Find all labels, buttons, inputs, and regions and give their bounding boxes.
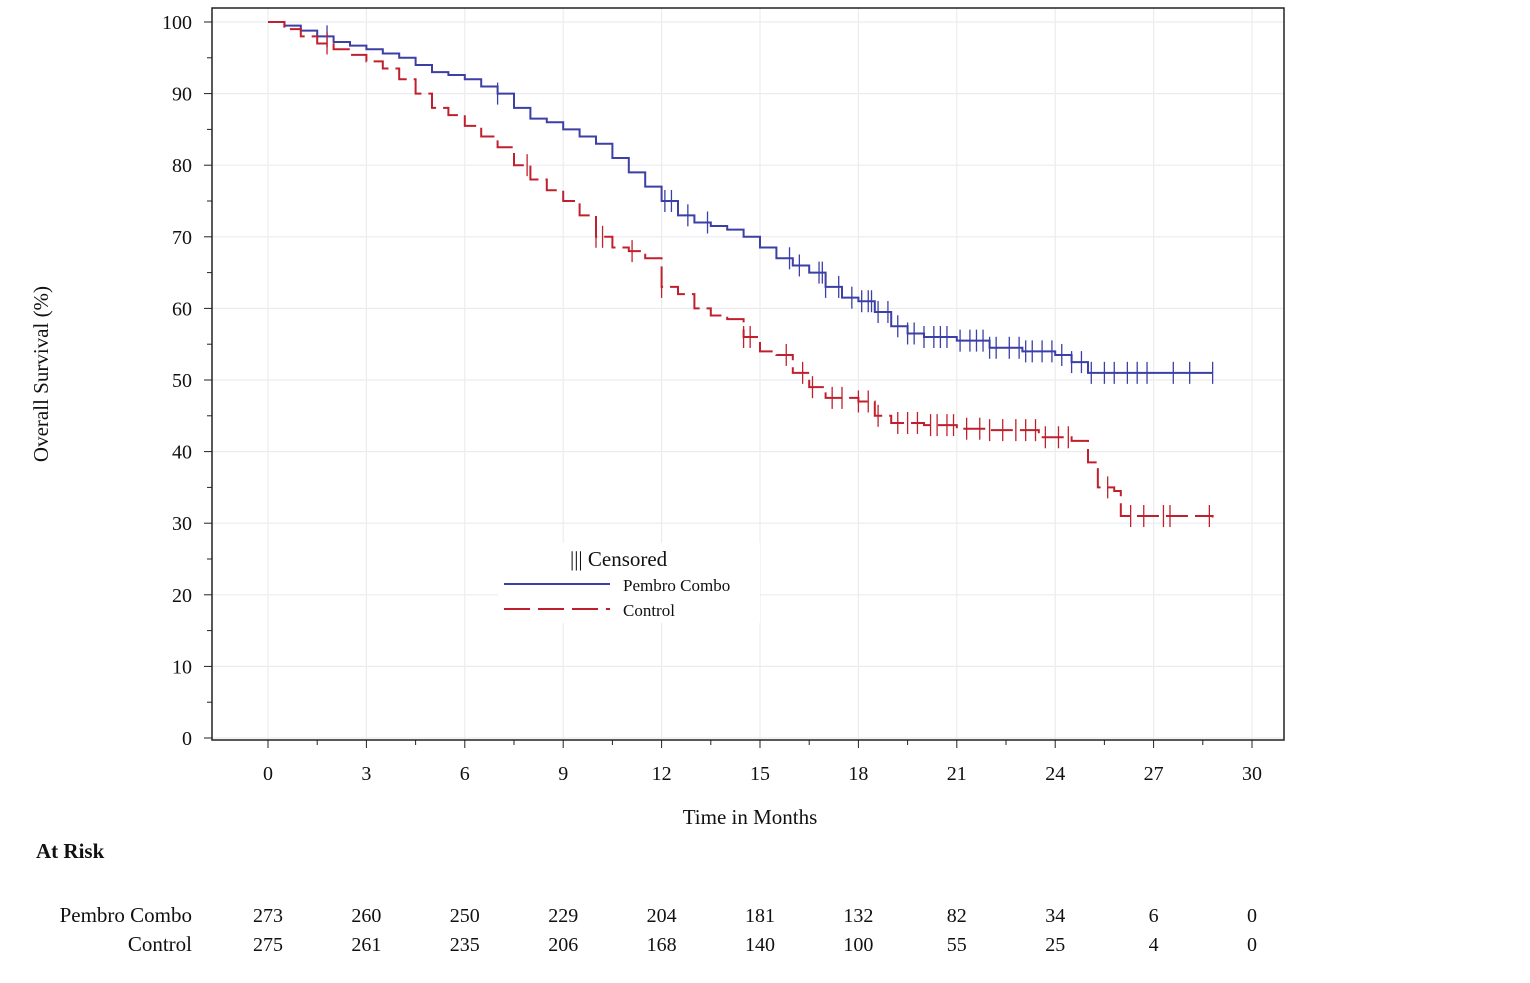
x-tick-label: 15 bbox=[750, 763, 770, 785]
y-tick-label: 40 bbox=[172, 442, 192, 464]
y-tick-label: 20 bbox=[172, 585, 192, 607]
legend: ||| Censored Pembro Combo Control bbox=[498, 543, 760, 623]
y-tick-label: 100 bbox=[162, 12, 192, 34]
y-tick-label: 50 bbox=[172, 370, 192, 392]
x-tick-label: 12 bbox=[652, 763, 672, 785]
at-risk-value: 235 bbox=[450, 934, 480, 956]
x-tick-label: 24 bbox=[1045, 763, 1065, 785]
x-tick-label: 0 bbox=[263, 763, 273, 785]
legend-censored: ||| Censored bbox=[570, 547, 668, 571]
y-tick-label: 30 bbox=[172, 513, 192, 535]
y-tick-label: 60 bbox=[172, 298, 192, 320]
y-tick-label: 90 bbox=[172, 84, 192, 106]
legend-label-control: Control bbox=[623, 601, 675, 620]
y-tick-label: 70 bbox=[172, 227, 192, 249]
x-tick-label: 9 bbox=[558, 763, 568, 785]
y-axis-label: Overall Survival (%) bbox=[29, 286, 53, 462]
at-risk-value: 55 bbox=[947, 934, 967, 956]
at-risk-value: 4 bbox=[1149, 934, 1159, 956]
at-risk-value: 140 bbox=[745, 934, 775, 956]
at-risk-row-label-pembro: Pembro Combo bbox=[60, 903, 192, 927]
at-risk-value: 132 bbox=[843, 905, 873, 927]
at-risk-title: At Risk bbox=[36, 839, 105, 863]
y-tick-label: 10 bbox=[172, 656, 192, 678]
at-risk-value: 100 bbox=[843, 934, 873, 956]
x-tick-label: 18 bbox=[848, 763, 868, 785]
at-risk-value: 6 bbox=[1149, 905, 1159, 927]
survival-curve-control bbox=[268, 21, 1214, 518]
at-risk-value: 0 bbox=[1247, 905, 1257, 927]
grid bbox=[212, 8, 1284, 740]
at-risk-value: 273 bbox=[253, 905, 283, 927]
at-risk-value: 229 bbox=[548, 905, 578, 927]
at-risk-value: 34 bbox=[1045, 905, 1065, 927]
y-tick-label: 80 bbox=[172, 155, 192, 177]
at-risk-value: 206 bbox=[548, 934, 578, 956]
x-tick-label: 6 bbox=[460, 763, 470, 785]
x-tick-label: 30 bbox=[1242, 763, 1262, 785]
at-risk-value: 82 bbox=[947, 905, 967, 927]
at-risk-value: 25 bbox=[1045, 934, 1065, 956]
x-tick-label: 3 bbox=[361, 763, 371, 785]
at-risk-value: 0 bbox=[1247, 934, 1257, 956]
at-risk-value: 168 bbox=[647, 934, 677, 956]
x-axis-label: Time in Months bbox=[683, 805, 818, 829]
survival-curve-pembro-combo bbox=[268, 21, 1213, 374]
x-tick-label: 21 bbox=[947, 763, 967, 785]
axes: 0 3 6 9 12 15 18 21 24 27 30 0 10 20 30 40 50 60 70 80 90 100 bbox=[162, 12, 1262, 785]
curves bbox=[268, 21, 1214, 528]
legend-label-pembro: Pembro Combo bbox=[623, 576, 730, 595]
at-risk-row-label-control: Control bbox=[128, 932, 192, 956]
at-risk-value: 250 bbox=[450, 905, 480, 927]
at-risk-value: 204 bbox=[647, 905, 677, 927]
plot-frame bbox=[211, 7, 1285, 741]
x-tick-label: 27 bbox=[1144, 763, 1164, 785]
at-risk-value: 181 bbox=[745, 905, 775, 927]
at-risk-value: 261 bbox=[351, 934, 381, 956]
y-tick-label: 0 bbox=[182, 728, 192, 750]
at-risk-value: 260 bbox=[351, 905, 381, 927]
at-risk-value: 275 bbox=[253, 934, 283, 956]
